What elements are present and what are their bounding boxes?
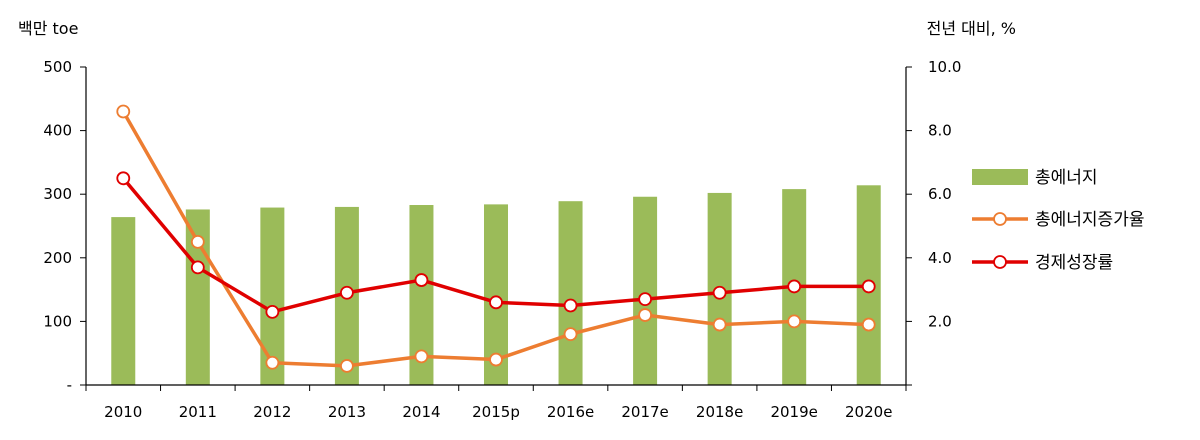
x-tick-label: 2019e — [770, 403, 817, 421]
right-tick-label: 4.0 — [928, 249, 952, 267]
x-tick-label: 2010 — [104, 403, 142, 421]
x-tick-label: 2017e — [621, 403, 668, 421]
point-series-1-2020e — [861, 279, 876, 294]
left-tick-label: 100 — [43, 312, 72, 330]
point-series-1-2014 — [414, 273, 429, 287]
bar-2016e — [558, 201, 583, 385]
point-series-1-2015p — [489, 295, 503, 310]
point-series-0-2012 — [265, 355, 280, 370]
x-tick-label: 2015p — [472, 403, 520, 421]
point-series-0-2016e — [563, 327, 578, 342]
point-series-1-2017e — [638, 292, 652, 307]
point-series-0-2010 — [116, 104, 131, 119]
legend-label-1: 총에너지증가율 — [1035, 210, 1144, 230]
x-tick-label: 2018e — [696, 403, 743, 421]
point-series-0-2020e — [861, 317, 876, 332]
left-tick-label: 400 — [43, 122, 72, 140]
right-tick-label: 8.0 — [928, 122, 952, 140]
point-series-0-2018e — [712, 317, 727, 332]
x-tick-label: 2020e — [845, 403, 892, 421]
left-tick-label: - — [67, 376, 72, 394]
point-series-0-2011 — [190, 234, 205, 249]
point-series-0-2013 — [340, 359, 354, 373]
x-tick-label: 2016e — [547, 403, 594, 421]
right-tick-label: 6.0 — [928, 185, 952, 203]
x-tick-label: 2011 — [179, 403, 217, 421]
point-series-1-2018e — [712, 285, 727, 300]
point-series-1-2013 — [340, 285, 354, 300]
x-tick-label: 2013 — [328, 403, 366, 421]
point-series-1-2019e — [787, 279, 802, 294]
x-tick-label: 2012 — [253, 403, 291, 421]
legend-swatch-marker-2 — [993, 255, 1007, 269]
point-series-1-2012 — [265, 304, 280, 319]
legend-label-2: 경제성장률 — [1035, 253, 1113, 273]
left-axis-unit: 백만 toe — [18, 19, 78, 38]
bar-2010 — [111, 217, 136, 385]
axes-group: - 100 200 300 400 500 2.0 4.0 6.0 8.0 10.0 2010 2011… — [43, 58, 961, 421]
point-series-0-2015p — [489, 352, 503, 367]
point-series-0-2014 — [414, 349, 429, 364]
legend-swatch-bar — [972, 169, 1028, 185]
point-series-0-2019e — [787, 314, 802, 329]
lines-group — [116, 104, 876, 373]
left-tick-label: 500 — [43, 58, 72, 76]
point-series-0-2017e — [638, 308, 652, 322]
point-series-1-2010 — [116, 171, 131, 186]
left-tick-label: 200 — [43, 249, 72, 267]
legend-label-0: 총에너지 — [1035, 168, 1098, 188]
point-series-1-2016e — [563, 298, 578, 313]
x-tick-label: 2014 — [402, 403, 440, 421]
right-axis-unit: 전년 대비, % — [927, 19, 1016, 38]
bar-2017e — [633, 196, 658, 385]
right-tick-label: 10.0 — [928, 58, 961, 76]
point-series-1-2011 — [190, 260, 205, 275]
bar-2012 — [260, 207, 285, 385]
left-tick-label: 300 — [43, 185, 72, 203]
legend-swatch-marker-1 — [993, 212, 1007, 226]
right-tick-label: 2.0 — [928, 312, 952, 330]
